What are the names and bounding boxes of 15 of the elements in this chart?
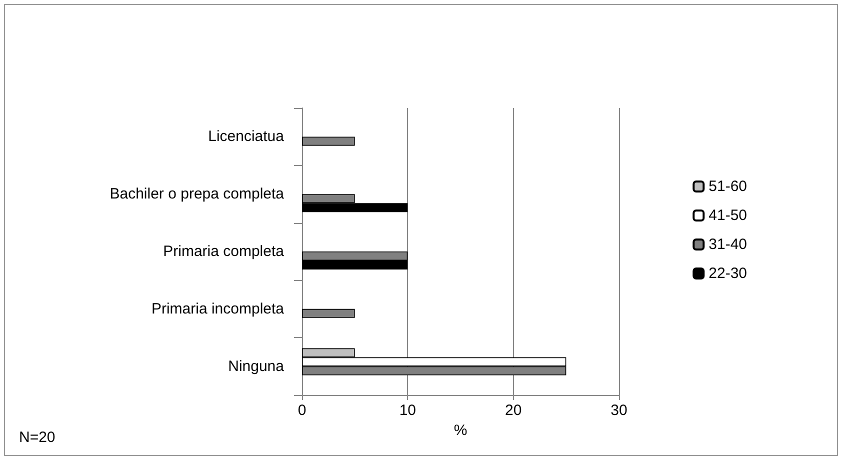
legend-label: 41-50 [708,207,748,224]
x-axis-title: % [454,422,468,439]
x-tick-label: 10 [399,402,416,419]
x-tick-label: 0 [298,402,306,419]
legend-label: 22-30 [708,265,748,282]
y-tick-label: Bachiler o prepa completa [110,186,285,203]
x-tick-label: 20 [504,402,522,419]
y-tick-label: Licenciatua [208,128,285,146]
y-tick-label: Primaria completa [163,243,285,260]
x-tick-label: 30 [610,402,628,419]
text: N=20 [19,429,56,446]
legend-label: 31-40 [708,236,748,253]
y-tick-label: Ninguna [228,358,285,375]
legend-label: 51-60 [708,178,748,195]
y-tick-label: Primaria incompleta [151,300,285,318]
